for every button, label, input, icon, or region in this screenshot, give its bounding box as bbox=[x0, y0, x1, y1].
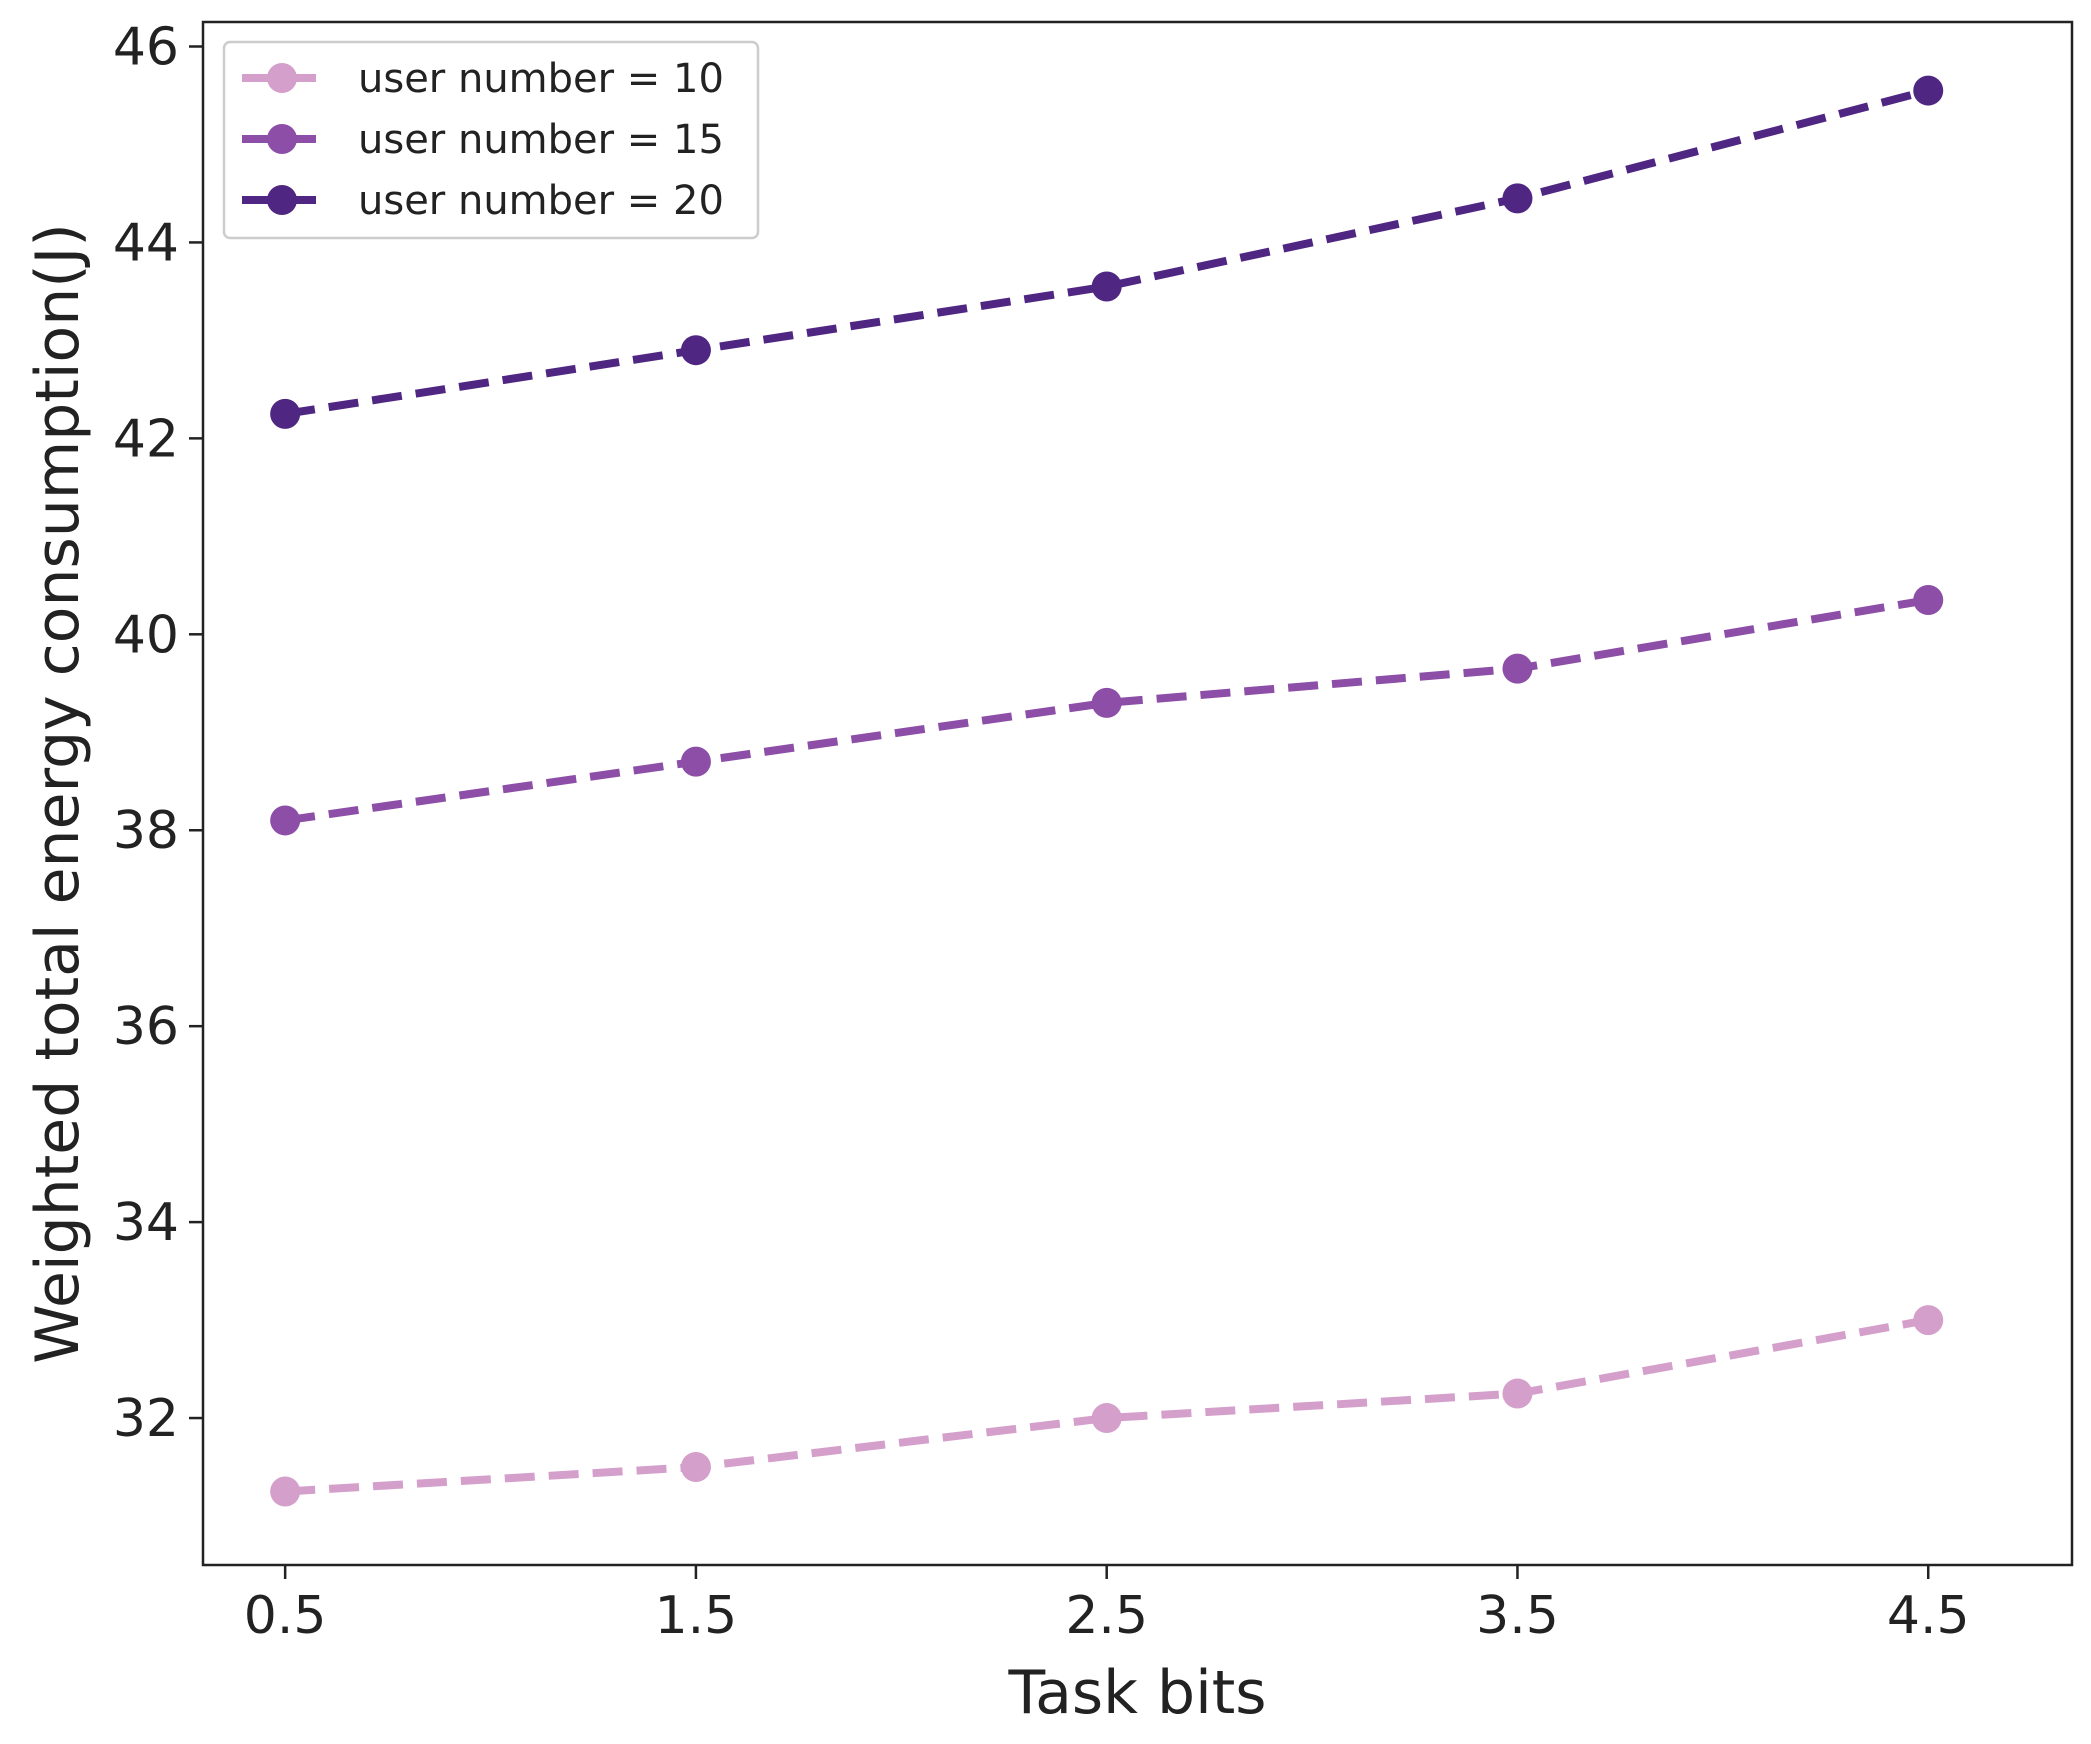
data-point bbox=[1502, 183, 1533, 214]
legend-entry: user number = 15 bbox=[242, 117, 724, 163]
y-tick-label: 36 bbox=[113, 997, 179, 1057]
x-axis: 0.5 1.5 2.5 3.5 4.5 bbox=[244, 1565, 1970, 1646]
y-tick-label: 44 bbox=[113, 213, 179, 273]
y-tick-label: 42 bbox=[113, 409, 179, 469]
series-2 bbox=[270, 585, 1944, 836]
y-tick-label: 32 bbox=[113, 1389, 179, 1449]
data-point bbox=[680, 335, 711, 366]
x-axis-label: Task bits bbox=[1007, 1658, 1266, 1728]
data-point bbox=[1913, 1305, 1944, 1336]
legend-label: user number = 15 bbox=[358, 117, 724, 163]
data-point bbox=[1913, 75, 1944, 106]
data-point bbox=[1913, 585, 1944, 616]
data-point bbox=[680, 746, 711, 777]
y-tick-label: 46 bbox=[113, 17, 179, 77]
data-point bbox=[1091, 1403, 1122, 1434]
legend-entry: user number = 10 bbox=[242, 56, 724, 102]
legend-label: user number = 20 bbox=[358, 178, 724, 224]
x-tick-label: 1.5 bbox=[655, 1586, 738, 1646]
x-tick-label: 4.5 bbox=[1887, 1586, 1970, 1646]
y-axis-label: Weighted total energy consumption(J) bbox=[23, 223, 93, 1364]
data-point bbox=[1091, 271, 1122, 302]
series-line bbox=[284, 1316, 1929, 1496]
legend-frame bbox=[222, 40, 760, 240]
x-tick-label: 0.5 bbox=[244, 1586, 327, 1646]
legend-marker bbox=[267, 63, 297, 93]
series-line bbox=[284, 596, 1929, 825]
y-axis: 32 34 36 38 40 42 44 46 bbox=[113, 17, 203, 1449]
legend-label: user number = 10 bbox=[358, 56, 724, 102]
data-point bbox=[270, 805, 301, 836]
legend-entry: user number = 20 bbox=[242, 178, 724, 224]
y-tick-label: 40 bbox=[113, 605, 179, 665]
legend: user number = 10 user number = 15 user num… bbox=[222, 40, 760, 240]
x-tick-label: 2.5 bbox=[1065, 1586, 1148, 1646]
data-point bbox=[1502, 653, 1533, 684]
legend-marker bbox=[267, 185, 297, 215]
legend-marker bbox=[267, 124, 297, 154]
plot-frame bbox=[201, 20, 2074, 1567]
y-tick-label: 38 bbox=[113, 801, 179, 861]
y-tick-label: 34 bbox=[113, 1193, 179, 1253]
data-point bbox=[1091, 687, 1122, 718]
x-tick-label: 3.5 bbox=[1476, 1586, 1559, 1646]
series-1 bbox=[270, 1305, 1944, 1507]
series-3 bbox=[270, 75, 1944, 429]
data-point bbox=[270, 1476, 301, 1507]
plot-area bbox=[270, 75, 1944, 1507]
data-point bbox=[1502, 1378, 1533, 1409]
data-point bbox=[680, 1452, 711, 1483]
series-line bbox=[284, 86, 1930, 418]
data-point bbox=[270, 398, 301, 429]
